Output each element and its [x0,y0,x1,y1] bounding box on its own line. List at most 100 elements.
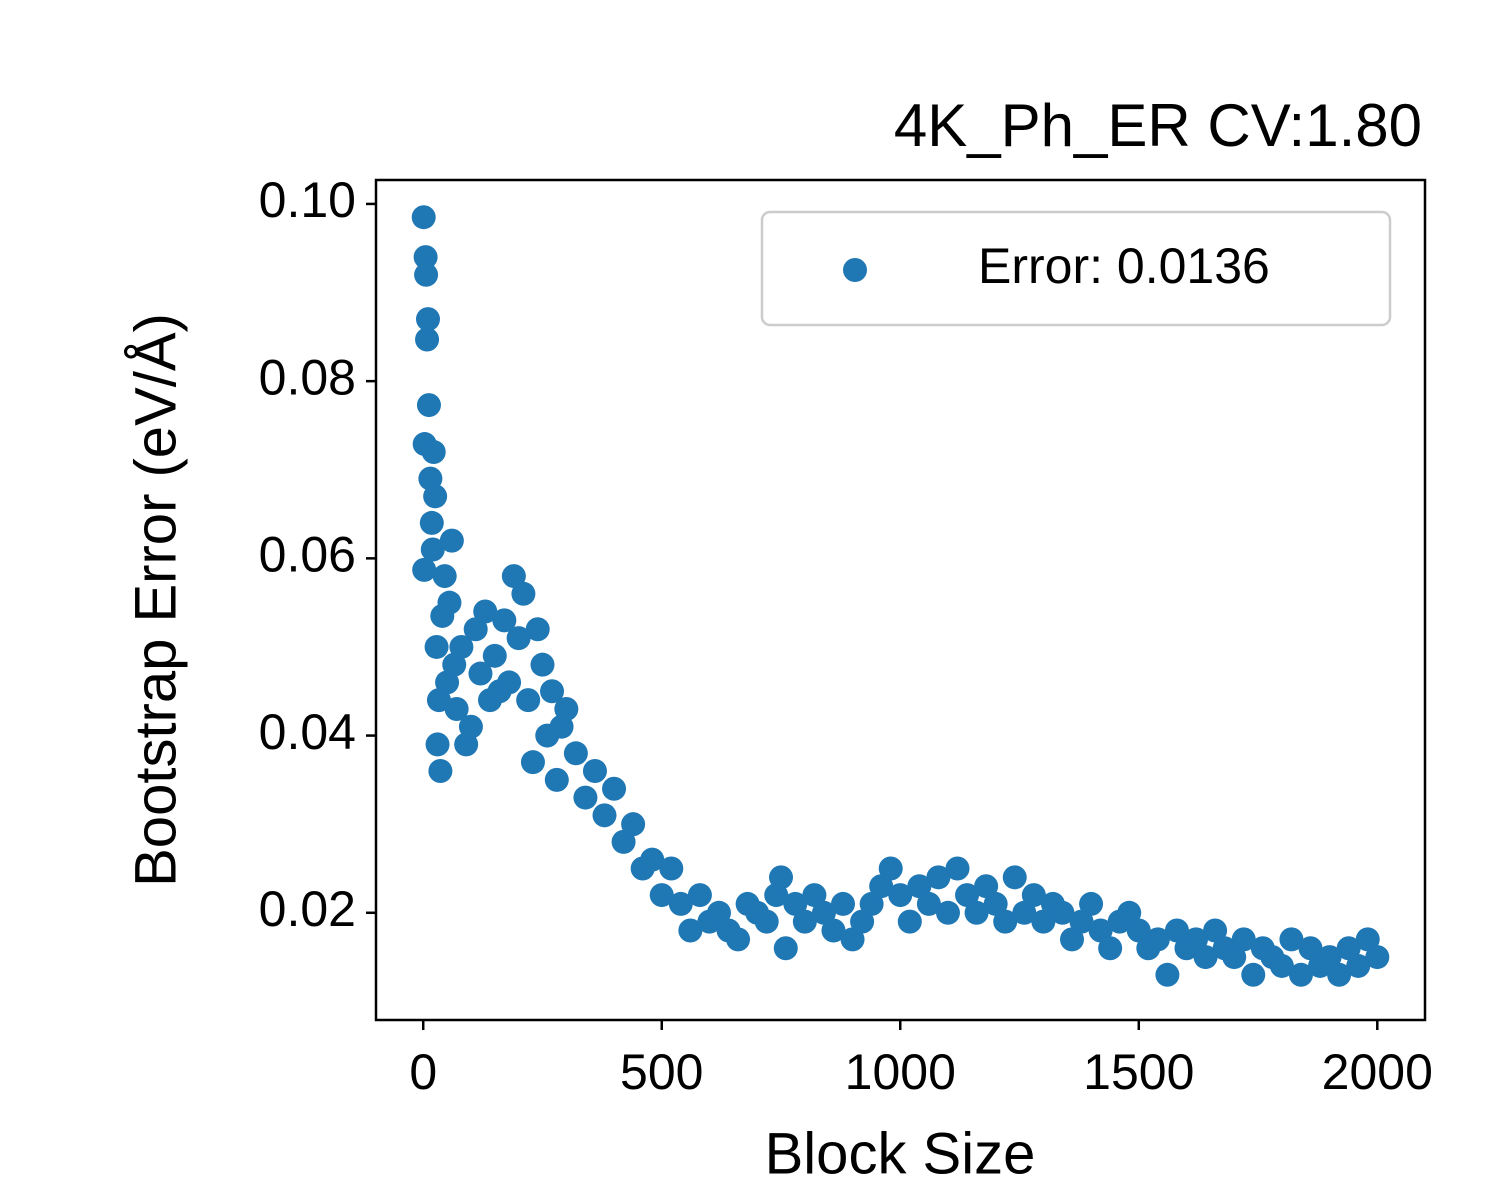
scatter-point [878,856,903,881]
scatter-point [449,634,474,659]
scatter-point [506,626,531,651]
scatter-point [492,608,517,633]
y-tick-label: 0.08 [259,349,356,405]
scatter-point [415,307,440,332]
y-tick-label: 0.04 [259,704,356,760]
scatter-point [419,510,444,535]
scatter-point [1002,865,1027,890]
x-tick-label: 2000 [1322,1044,1433,1100]
scatter-point [415,327,440,352]
scatter-point [983,891,1008,916]
scatter-point [468,661,493,686]
scatter-point [1317,945,1342,970]
scatter-point [611,829,636,854]
scatter-point [1203,918,1228,943]
scatter-point [907,874,932,899]
scatter-point [831,891,856,916]
scatter-point [792,909,817,934]
scatter-point [554,696,579,721]
scatter-point [955,883,980,908]
scatter-point [1079,891,1104,916]
scatter-point [1098,936,1123,961]
legend-label: Error: 0.0136 [978,238,1270,294]
scatter-point [1365,945,1390,970]
scatter-point [1355,927,1380,952]
scatter-point [1126,918,1151,943]
scatter-point [945,856,970,881]
scatter-point [1117,900,1142,925]
scatter-point [821,918,846,943]
scatter-point [1050,900,1075,925]
scatter-point [1222,945,1247,970]
scatter-point [1231,927,1256,952]
scatter-point [1164,918,1189,943]
scatter-point [439,528,464,553]
scatter-point [563,741,588,766]
chart-title: 4K_Ph_ER CV:1.80 [894,92,1422,159]
scatter-point [621,812,646,837]
scatter-point [573,785,598,810]
x-axis-label: Block Size [765,1121,1036,1186]
scatter-point [783,891,808,916]
scatter-point [1269,953,1294,978]
x-tick-label: 1000 [845,1044,956,1100]
scatter-point [1298,936,1323,961]
scatter-point [501,564,526,589]
scatter-point [668,891,693,916]
scatter-point [432,564,457,589]
scatter-point [773,936,798,961]
scatter-point [1288,962,1313,987]
scatter-point [1346,953,1371,978]
plot-area [411,205,1390,987]
scatter-point [1031,909,1056,934]
scatter-point [687,883,712,908]
scatter-point [421,440,446,465]
scatter-point [412,557,437,582]
y-tick-label: 0.06 [259,527,356,583]
scatter-point [473,599,498,624]
scatter-point [444,696,469,721]
y-axis-label: Bootstrap Error (eV/Å) [123,313,188,887]
scatter-point [678,918,703,943]
scatter-point [544,767,569,792]
scatter-point [964,900,989,925]
scatter-point [463,617,488,642]
scatter-point [420,537,445,562]
scatter-point [1021,883,1046,908]
scatter-point [1155,962,1180,987]
scatter-point [525,617,550,642]
scatter-point [1184,927,1209,952]
scatter-point [425,732,450,757]
scatter-point [769,865,794,890]
scatter-point [516,688,541,713]
scatter-point [840,927,865,952]
scatter-point [935,900,960,925]
scatter-point [437,590,462,615]
scatter-point [726,927,751,952]
scatter-point [640,847,665,872]
scatter-point [706,900,731,925]
scatter-point [888,883,913,908]
scatter-point [511,581,536,606]
scatter-point [811,900,836,925]
scatter-point [850,909,875,934]
scatter-point [592,803,617,828]
scatter-point [520,750,545,775]
scatter-point [602,776,627,801]
scatter-point [416,393,441,418]
scatter-point [916,891,941,916]
scatter-point [1069,909,1094,934]
scatter-point [993,909,1018,934]
scatter-point [1327,962,1352,987]
scatter-point [974,874,999,899]
legend-marker [843,258,867,282]
scatter-point [1336,936,1361,961]
x-tick-label: 500 [620,1044,703,1100]
scatter-point [897,909,922,934]
scatter-point [497,670,522,695]
y-tick-label: 0.10 [259,172,356,228]
scatter-point [926,865,951,890]
legend-box [760,210,1392,327]
